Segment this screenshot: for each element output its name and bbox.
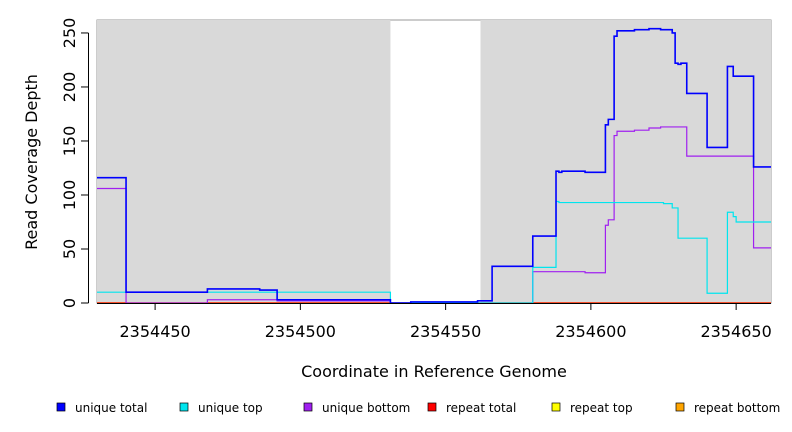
legend-label: unique top	[198, 401, 263, 415]
y-tick-label: 100	[60, 180, 79, 211]
covered-region-0	[97, 20, 391, 303]
legend-swatch	[179, 402, 189, 412]
legend-swatch	[303, 402, 313, 412]
y-tick-label: 0	[60, 298, 79, 308]
legend-label: unique bottom	[322, 401, 410, 415]
legend: unique total unique top unique bottom repea…	[56, 401, 780, 415]
covered-regions	[97, 20, 771, 303]
y-tick-label: 150	[60, 126, 79, 157]
legend-label: repeat bottom	[694, 401, 780, 415]
legend-swatch	[675, 402, 685, 412]
x-axis-ticks: 2354450 2354500 2354550 2354600 2354650	[119, 303, 772, 341]
legend-swatch	[427, 402, 437, 412]
covered-region-1	[480, 20, 771, 303]
legend-swatch	[551, 402, 561, 412]
legend-label: repeat total	[446, 401, 516, 415]
x-axis-title: Coordinate in Reference Genome	[301, 362, 567, 381]
y-tick-label: 250	[60, 18, 79, 49]
y-axis-ticks: 0 50 100 150 200 250	[60, 18, 89, 308]
x-tick-label: 2354550	[410, 322, 481, 341]
x-tick-label: 2354500	[265, 322, 336, 341]
y-tick-label: 200	[60, 72, 79, 103]
x-tick-label: 2354600	[555, 322, 626, 341]
y-axis-title: Read Coverage Depth	[22, 74, 41, 250]
series-line-unique-top	[97, 200, 771, 304]
series-line-unique-total	[97, 27, 771, 304]
legend-swatch	[56, 402, 66, 412]
legend-label: unique total	[75, 401, 147, 415]
x-tick-label: 2354450	[119, 322, 190, 341]
x-tick-label: 2354650	[701, 322, 772, 341]
legend-label: repeat top	[570, 401, 633, 415]
y-tick-label: 50	[60, 239, 79, 259]
